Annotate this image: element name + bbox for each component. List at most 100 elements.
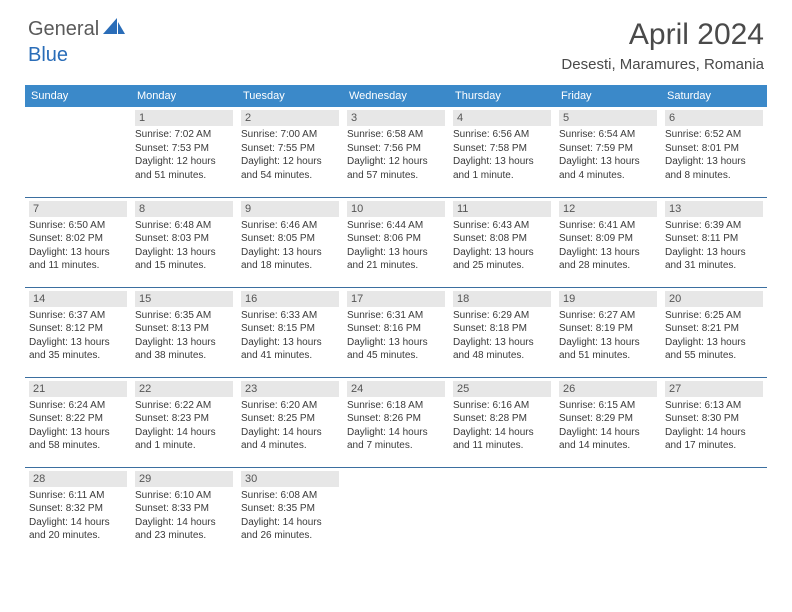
day-number: 29 xyxy=(135,471,233,487)
daylight-text: Daylight: 13 hours and 1 minute. xyxy=(453,155,551,182)
logo: General xyxy=(28,18,127,41)
day-number: 11 xyxy=(453,201,551,217)
calendar-day-cell: 9 Sunrise: 6:46 AMSunset: 8:05 PMDaylight… xyxy=(237,197,343,287)
sunrise-text: Sunrise: 6:20 AM xyxy=(241,399,339,413)
sunrise-text: Sunrise: 6:11 AM xyxy=(29,489,127,503)
weekday-header: Thursday xyxy=(449,85,555,107)
day-number: 25 xyxy=(453,381,551,397)
day-info: Sunrise: 6:24 AMSunset: 8:22 PMDaylight:… xyxy=(29,399,127,453)
daylight-text: Daylight: 13 hours and 38 minutes. xyxy=(135,336,233,363)
logo-text-blue: Blue xyxy=(28,44,68,66)
sunset-text: Sunset: 7:59 PM xyxy=(559,142,657,156)
weekday-header: Monday xyxy=(131,85,237,107)
day-info: Sunrise: 6:08 AMSunset: 8:35 PMDaylight:… xyxy=(241,489,339,543)
sunrise-text: Sunrise: 6:50 AM xyxy=(29,219,127,233)
location-text: Desesti, Maramures, Romania xyxy=(561,56,764,73)
daylight-text: Daylight: 14 hours and 1 minute. xyxy=(135,426,233,453)
sunset-text: Sunset: 8:09 PM xyxy=(559,232,657,246)
sunrise-text: Sunrise: 7:02 AM xyxy=(135,128,233,142)
sunrise-text: Sunrise: 6:52 AM xyxy=(665,128,763,142)
calendar-day-cell: 29 Sunrise: 6:10 AMSunset: 8:33 PMDayligh… xyxy=(131,467,237,557)
day-number: 14 xyxy=(29,291,127,307)
day-number: 28 xyxy=(29,471,127,487)
weekday-header: Wednesday xyxy=(343,85,449,107)
calendar-day-cell: 26Sunrise: 6:15 AMSunset: 8:29 PMDayligh… xyxy=(555,377,661,467)
sunrise-text: Sunrise: 6:31 AM xyxy=(347,309,445,323)
sunrise-text: Sunrise: 7:00 AM xyxy=(241,128,339,142)
daylight-text: Daylight: 14 hours and 23 minutes. xyxy=(135,516,233,543)
sunset-text: Sunset: 8:25 PM xyxy=(241,412,339,426)
weekday-header: Saturday xyxy=(661,85,767,107)
day-info: Sunrise: 6:15 AMSunset: 8:29 PMDaylight:… xyxy=(559,399,657,453)
day-info: Sunrise: 6:29 AMSunset: 8:18 PMDaylight:… xyxy=(453,309,551,363)
calendar-day-cell: 20Sunrise: 6:25 AMSunset: 8:21 PMDayligh… xyxy=(661,287,767,377)
day-number: 9 xyxy=(241,201,339,217)
daylight-text: Daylight: 13 hours and 8 minutes. xyxy=(665,155,763,182)
day-info: Sunrise: 6:39 AMSunset: 8:11 PMDaylight:… xyxy=(665,219,763,273)
day-info: Sunrise: 6:48 AMSunset: 8:03 PMDaylight:… xyxy=(135,219,233,273)
sunrise-text: Sunrise: 6:18 AM xyxy=(347,399,445,413)
sunset-text: Sunset: 8:11 PM xyxy=(665,232,763,246)
weekday-header: Tuesday xyxy=(237,85,343,107)
weekday-header: Friday xyxy=(555,85,661,107)
calendar-day-cell: 12 Sunrise: 6:41 AMSunset: 8:09 PMDayligh… xyxy=(555,197,661,287)
calendar-week-row: 7 Sunrise: 6:50 AMSunset: 8:02 PMDaylight… xyxy=(25,197,767,287)
calendar-day-cell: 6Sunrise: 6:52 AMSunset: 8:01 PMDaylight… xyxy=(661,107,767,197)
calendar-day-cell: 3 Sunrise: 6:58 AMSunset: 7:56 PMDaylight… xyxy=(343,107,449,197)
title-block: April 2024 Desesti, Maramures, Romania xyxy=(561,18,764,73)
calendar-empty-cell xyxy=(661,467,767,557)
day-info: Sunrise: 6:16 AMSunset: 8:28 PMDaylight:… xyxy=(453,399,551,453)
sunset-text: Sunset: 8:13 PM xyxy=(135,322,233,336)
day-number: 22 xyxy=(135,381,233,397)
sunrise-text: Sunrise: 6:39 AM xyxy=(665,219,763,233)
calendar-day-cell: 4Sunrise: 6:56 AMSunset: 7:58 PMDaylight… xyxy=(449,107,555,197)
sunset-text: Sunset: 8:01 PM xyxy=(665,142,763,156)
month-title: April 2024 xyxy=(561,18,764,52)
daylight-text: Daylight: 13 hours and 58 minutes. xyxy=(29,426,127,453)
calendar-day-cell: 10Sunrise: 6:44 AMSunset: 8:06 PMDayligh… xyxy=(343,197,449,287)
day-number: 23 xyxy=(241,381,339,397)
day-info: Sunrise: 6:56 AMSunset: 7:58 PMDaylight:… xyxy=(453,128,551,182)
sunset-text: Sunset: 8:02 PM xyxy=(29,232,127,246)
day-info: Sunrise: 6:31 AMSunset: 8:16 PMDaylight:… xyxy=(347,309,445,363)
sunset-text: Sunset: 8:03 PM xyxy=(135,232,233,246)
sunrise-text: Sunrise: 6:16 AM xyxy=(453,399,551,413)
day-info: Sunrise: 6:18 AMSunset: 8:26 PMDaylight:… xyxy=(347,399,445,453)
day-number: 20 xyxy=(665,291,763,307)
day-info: Sunrise: 6:22 AMSunset: 8:23 PMDaylight:… xyxy=(135,399,233,453)
sunrise-text: Sunrise: 6:54 AM xyxy=(559,128,657,142)
day-info: Sunrise: 6:37 AMSunset: 8:12 PMDaylight:… xyxy=(29,309,127,363)
sunrise-text: Sunrise: 6:56 AM xyxy=(453,128,551,142)
calendar-day-cell: 14 Sunrise: 6:37 AMSunset: 8:12 PMDayligh… xyxy=(25,287,131,377)
daylight-text: Daylight: 13 hours and 11 minutes. xyxy=(29,246,127,273)
calendar-day-cell: 19Sunrise: 6:27 AMSunset: 8:19 PMDayligh… xyxy=(555,287,661,377)
daylight-text: Daylight: 13 hours and 45 minutes. xyxy=(347,336,445,363)
calendar-day-cell: 30Sunrise: 6:08 AMSunset: 8:35 PMDayligh… xyxy=(237,467,343,557)
sunset-text: Sunset: 7:58 PM xyxy=(453,142,551,156)
day-info: Sunrise: 6:46 AMSunset: 8:05 PMDaylight:… xyxy=(241,219,339,273)
day-info: Sunrise: 6:54 AMSunset: 7:59 PMDaylight:… xyxy=(559,128,657,182)
day-info: Sunrise: 6:41 AMSunset: 8:09 PMDaylight:… xyxy=(559,219,657,273)
daylight-text: Daylight: 13 hours and 51 minutes. xyxy=(559,336,657,363)
sunrise-text: Sunrise: 6:33 AM xyxy=(241,309,339,323)
sunset-text: Sunset: 8:26 PM xyxy=(347,412,445,426)
sunrise-text: Sunrise: 6:41 AM xyxy=(559,219,657,233)
day-number: 7 xyxy=(29,201,127,217)
daylight-text: Daylight: 13 hours and 4 minutes. xyxy=(559,155,657,182)
day-info: Sunrise: 6:33 AMSunset: 8:15 PMDaylight:… xyxy=(241,309,339,363)
calendar-day-cell: 13Sunrise: 6:39 AMSunset: 8:11 PMDayligh… xyxy=(661,197,767,287)
sunrise-text: Sunrise: 6:22 AM xyxy=(135,399,233,413)
day-number: 3 xyxy=(347,110,445,126)
day-info: Sunrise: 6:50 AMSunset: 8:02 PMDaylight:… xyxy=(29,219,127,273)
day-info: Sunrise: 6:58 AMSunset: 7:56 PMDaylight:… xyxy=(347,128,445,182)
day-number: 12 xyxy=(559,201,657,217)
sunrise-text: Sunrise: 6:15 AM xyxy=(559,399,657,413)
daylight-text: Daylight: 13 hours and 48 minutes. xyxy=(453,336,551,363)
sunset-text: Sunset: 8:29 PM xyxy=(559,412,657,426)
daylight-text: Daylight: 13 hours and 35 minutes. xyxy=(29,336,127,363)
calendar-day-cell: 7 Sunrise: 6:50 AMSunset: 8:02 PMDaylight… xyxy=(25,197,131,287)
day-info: Sunrise: 6:10 AMSunset: 8:33 PMDaylight:… xyxy=(135,489,233,543)
sunset-text: Sunset: 7:56 PM xyxy=(347,142,445,156)
day-info: Sunrise: 6:52 AMSunset: 8:01 PMDaylight:… xyxy=(665,128,763,182)
header: General April 2024 Desesti, Maramures, R… xyxy=(0,0,792,79)
